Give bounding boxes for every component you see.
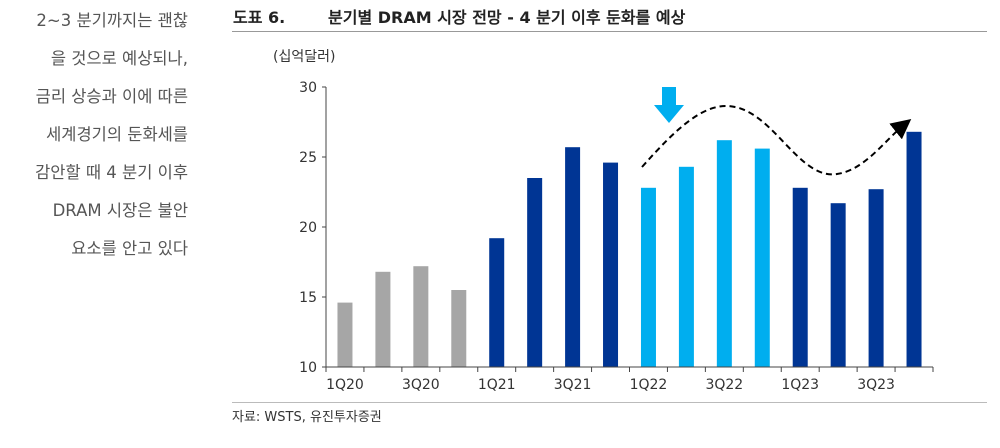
side-line: 세계경기의 둔화세를 (46, 125, 188, 144)
side-line: 요소를 안고 있다 (71, 239, 188, 258)
title-divider (232, 31, 987, 32)
x-tick-label: 1Q23 (781, 377, 819, 393)
bar-3Q23 (868, 189, 884, 367)
bar-4Q23 (906, 131, 922, 367)
bar-3Q20 (413, 266, 429, 367)
down-arrow-icon (654, 87, 684, 123)
figure-title-text: 분기별 DRAM 시장 전망 - 4 분기 이후 둔화를 예상 (328, 8, 686, 27)
y-tick-label: 10 (299, 360, 317, 376)
bar-3Q22 (716, 140, 732, 367)
x-tick-label: 3Q23 (857, 377, 895, 393)
bar-2Q21 (527, 178, 543, 367)
x-tick-label: 1Q20 (326, 377, 364, 393)
figure-title: 도표 6. 분기별 DRAM 시장 전망 - 4 분기 이후 둔화를 예상 (233, 4, 685, 28)
y-axis-unit: (십억달러) (273, 49, 336, 65)
bar-2Q23 (830, 203, 846, 367)
bar-4Q22 (754, 148, 770, 367)
bar-2Q20 (375, 271, 391, 367)
figure-number: 도표 6. (233, 8, 286, 27)
side-line: 감안할 때 4 분기 이후 (35, 163, 188, 182)
bar-3Q21 (565, 147, 581, 367)
x-tick-label: 3Q20 (402, 377, 440, 393)
x-tick-label: 1Q22 (630, 377, 668, 393)
side-commentary: 2~3 분기까지는 괜찮 을 것으로 예상되나, 금리 상승과 이에 따른 세계… (0, 2, 188, 268)
y-tick-label: 15 (299, 290, 317, 306)
side-line: 2~3 분기까지는 괜찮 (36, 11, 188, 30)
bar-1Q21 (489, 238, 505, 367)
x-tick-label: 1Q21 (478, 377, 516, 393)
trend-arrow (641, 105, 912, 176)
y-tick-label: 25 (299, 150, 317, 166)
source-divider (232, 402, 987, 403)
bar-1Q22 (640, 187, 656, 367)
y-tick-label: 30 (299, 80, 317, 96)
side-line: DRAM 시장은 불안 (52, 201, 188, 220)
source-note: 자료: WSTS, 유진투자증권 (232, 410, 382, 425)
bar-1Q23 (792, 187, 808, 367)
side-line: 을 것으로 예상되나, (50, 49, 188, 68)
x-tick-label: 3Q21 (554, 377, 592, 393)
bar-2Q22 (678, 166, 694, 367)
y-tick-label: 20 (299, 220, 317, 236)
side-line: 금리 상승과 이에 따른 (35, 87, 188, 106)
bar-1Q20 (337, 302, 353, 367)
x-tick-label: 3Q22 (705, 377, 743, 393)
bar-4Q20 (451, 290, 467, 367)
bar-4Q21 (603, 162, 619, 367)
